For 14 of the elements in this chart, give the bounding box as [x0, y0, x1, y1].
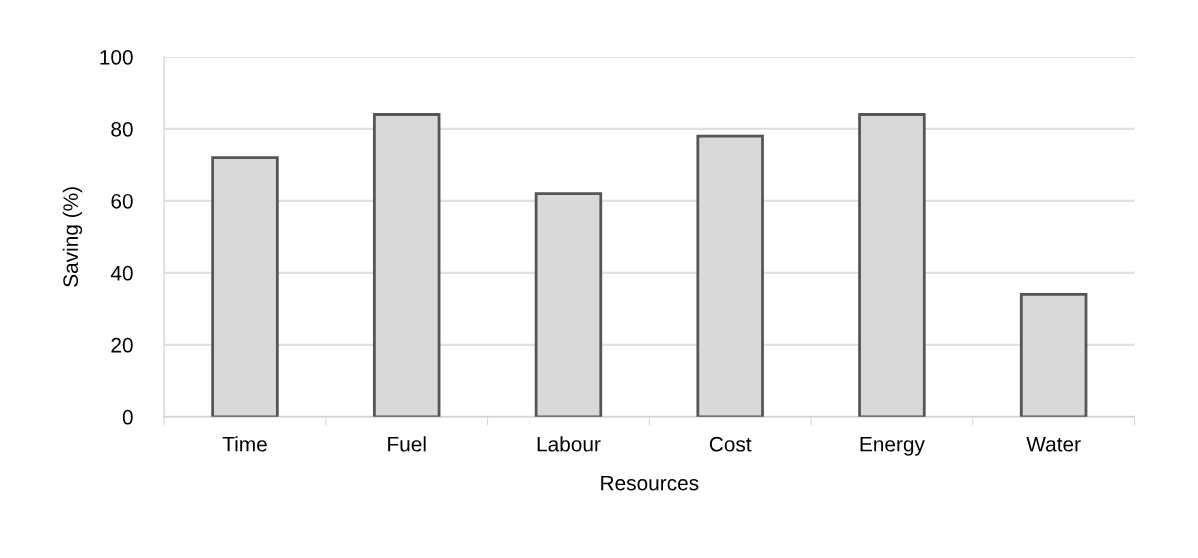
y-tick-label: 100: [100, 49, 133, 65]
y-tick-label: 60: [111, 193, 133, 209]
y-tick-label: 0: [122, 409, 133, 425]
x-axis-title: Resources: [601, 475, 699, 491]
x-tick-label: Fuel: [388, 436, 426, 452]
y-tick-label: 20: [111, 337, 133, 353]
x-tick-label: Cost: [709, 436, 752, 452]
y-tick-label: 80: [111, 121, 133, 137]
y-tick-label: 40: [110, 265, 133, 281]
x-tick-label: Labour: [537, 436, 601, 452]
x-tick-label: Water: [1026, 437, 1081, 452]
x-tick-label: Energy: [860, 437, 925, 456]
y-axis-title: Saving (%): [62, 187, 83, 287]
x-tick-label: Time: [222, 436, 267, 452]
